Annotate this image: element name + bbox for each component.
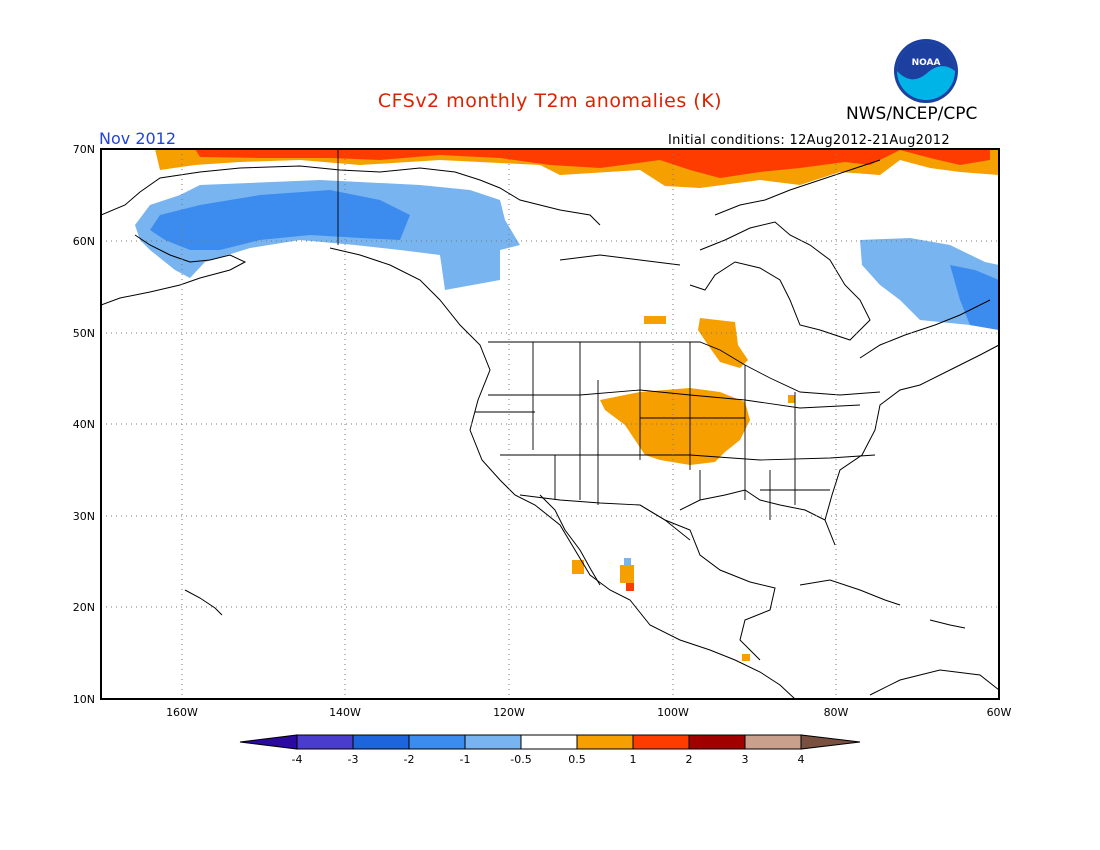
legend-swatch xyxy=(744,734,802,750)
legend-swatch xyxy=(688,734,746,750)
legend-label: -1 xyxy=(460,753,471,766)
logo-text: NOAA xyxy=(912,58,941,68)
cold-anomaly-labrador-core xyxy=(950,265,999,330)
warm-anomaly-great-lakes xyxy=(698,318,748,368)
legend-swatch xyxy=(576,734,634,750)
political-borders xyxy=(337,149,881,541)
legend-swatch xyxy=(408,734,466,750)
lon-label: 100W xyxy=(657,706,689,719)
lon-label: 60W xyxy=(987,706,1012,719)
legend-label: 1 xyxy=(630,753,637,766)
legend-swatch xyxy=(464,734,522,750)
map-title: CFSv2 monthly T2m anomalies (K) xyxy=(377,90,723,112)
gridlines xyxy=(101,149,999,699)
legend-label: 3 xyxy=(742,753,749,766)
anomaly-shading xyxy=(135,149,999,661)
lon-label: 160W xyxy=(166,706,198,719)
legend-arrow-low xyxy=(239,734,298,750)
legend-swatch xyxy=(632,734,690,750)
warm-anomaly-arctic-core xyxy=(195,149,990,178)
forecast-month: Nov 2012 xyxy=(99,129,177,148)
lat-label: 50N xyxy=(73,327,95,340)
logo-bird-shape xyxy=(897,42,955,80)
noaa-logo: NOAA xyxy=(893,38,959,104)
lat-label: 40N xyxy=(73,418,95,431)
agency-label: NWS/NCEP/CPC xyxy=(846,104,978,124)
warm-anomaly-ohio-spot xyxy=(788,395,795,403)
color-legend: -4 -3 -2 -1 -0.5 0.5 1 2 3 4 xyxy=(239,734,861,766)
lat-label: 10N xyxy=(73,693,95,706)
lat-label: 70N xyxy=(73,143,95,156)
legend-label: -3 xyxy=(348,753,359,766)
legend-label: -4 xyxy=(292,753,303,766)
warm-anomaly-mexico-2 xyxy=(620,565,634,583)
map-frame xyxy=(100,148,1000,700)
warm-anomaly-mexico-1 xyxy=(572,560,584,574)
warm-anomaly-ontario-spot xyxy=(644,316,666,324)
legend-label: -2 xyxy=(404,753,415,766)
lon-label: 140W xyxy=(329,706,361,719)
initial-conditions: Initial conditions: 12Aug2012-21Aug2012 xyxy=(668,133,950,148)
legend-swatch xyxy=(352,734,410,750)
legend-label: 4 xyxy=(798,753,805,766)
lon-label: 80W xyxy=(824,706,849,719)
lat-label: 30N xyxy=(73,510,95,523)
cold-anomaly-mexico xyxy=(624,558,631,565)
warm-anomaly-plains xyxy=(600,388,750,465)
legend-label: 0.5 xyxy=(568,753,586,766)
longitude-labels: 160W 140W 120W 100W 80W 60W xyxy=(166,706,1011,719)
legend-swatch xyxy=(296,734,354,750)
legend-arrow-high xyxy=(800,734,861,750)
legend-label: 2 xyxy=(686,753,693,766)
warm-anomaly-central-america xyxy=(742,654,750,661)
lat-label: 60N xyxy=(73,235,95,248)
latitude-labels: 70N 60N 50N 40N 30N 20N 10N xyxy=(73,143,95,706)
warm-anomaly-mexico-3 xyxy=(626,583,634,591)
lat-label: 20N xyxy=(73,601,95,614)
lon-label: 120W xyxy=(493,706,525,719)
legend-label: -0.5 xyxy=(510,753,531,766)
coastlines xyxy=(101,159,999,699)
legend-swatch xyxy=(520,734,578,750)
